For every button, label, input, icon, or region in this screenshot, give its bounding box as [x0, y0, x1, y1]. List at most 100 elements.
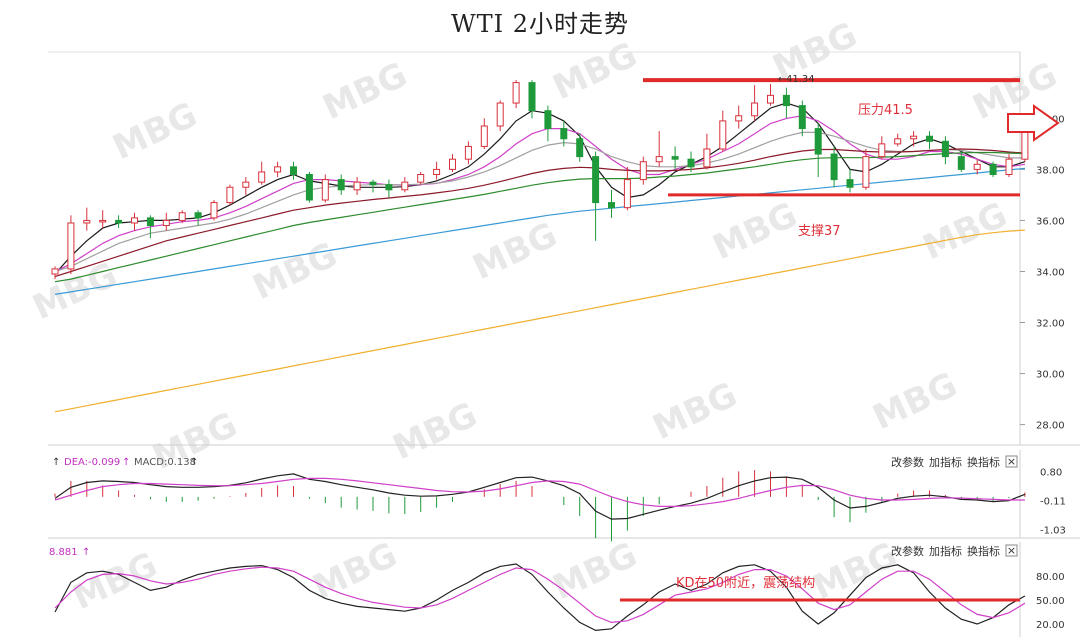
- candle-body: [115, 219, 123, 224]
- candle-body: [798, 105, 806, 130]
- candle-body: [560, 128, 568, 140]
- kd-y-tick-label: 50.00: [1036, 596, 1065, 607]
- kd-close-button[interactable]: [1005, 544, 1018, 557]
- candle-body: [655, 156, 663, 163]
- watermark-text: MBG: [247, 235, 343, 308]
- macd-close-icon: ×: [1007, 455, 1016, 468]
- candle-body: [973, 163, 981, 170]
- candle-body: [385, 184, 393, 191]
- candle-body: [1021, 130, 1029, 160]
- candle-body: [464, 145, 472, 160]
- candle-body: [401, 181, 409, 191]
- watermark-text: MBG: [317, 55, 413, 128]
- candle-body: [719, 120, 727, 150]
- main-y-tick-label: 30.00: [1036, 370, 1065, 381]
- candle-body: [576, 138, 584, 158]
- right-arrow-icon: [1007, 104, 1060, 142]
- candle-body: [639, 161, 647, 181]
- candle-body: [926, 135, 933, 142]
- candle-body: [131, 217, 138, 224]
- kd-add-indicator-button[interactable]: 加指标: [929, 544, 962, 558]
- candle-body: [305, 173, 313, 201]
- kd-value-label: 8.881: [49, 547, 78, 558]
- candle-body: [433, 168, 441, 175]
- dea-arrow-icon: ↑: [52, 457, 60, 468]
- chart-title: WTI 2小时走势: [450, 10, 630, 38]
- candle-body: [226, 186, 234, 204]
- macd-dif-line: [54, 473, 1026, 520]
- watermark-text: MBG: [807, 535, 903, 608]
- kd-chart: 80.00 50.00 20.00: [54, 563, 1065, 632]
- macd-add-indicator-button[interactable]: 加指标: [929, 455, 962, 469]
- main-y-tick-label: 32.00: [1036, 319, 1065, 330]
- main-y-tick-label: 36.00: [1036, 216, 1065, 227]
- candle-body: [83, 219, 91, 224]
- macd-swap-indicator-button[interactable]: 换指标: [967, 455, 1000, 469]
- watermark-text: MBG: [547, 35, 643, 108]
- kd-y-tick-label: 80.00: [1036, 572, 1065, 583]
- candle-body: [480, 125, 488, 147]
- candle-body: [512, 82, 520, 104]
- macd-dea-line: [54, 477, 1025, 507]
- candle-body: [878, 143, 886, 158]
- watermark-text: MBG: [867, 365, 963, 438]
- high-price-label: 41.34: [786, 74, 815, 85]
- candle-body: [751, 102, 759, 117]
- candle-body: [337, 179, 345, 191]
- watermark-text: MBG: [547, 535, 643, 608]
- macd-chart: 0.80 -0.11 -1.03: [54, 467, 1066, 542]
- support-label: 支撑37: [798, 224, 841, 239]
- candle-body: [989, 163, 997, 175]
- kd-swap-indicator-button[interactable]: 换指标: [967, 544, 1000, 558]
- macd-arrow-icon: ↑: [122, 457, 130, 468]
- candle-body: [957, 156, 965, 170]
- macd-close-button[interactable]: [1005, 455, 1018, 468]
- kd-close-icon: ×: [1007, 544, 1016, 557]
- watermark-text: MBG: [707, 195, 803, 268]
- candle-body: [894, 138, 902, 145]
- candle-body: [862, 156, 870, 188]
- resistance-label: 压力41.5: [858, 103, 913, 118]
- candle-body: [321, 179, 329, 201]
- candle-body: [274, 166, 282, 173]
- candle-body: [194, 212, 202, 219]
- macd-modify-params-button[interactable]: 改参数: [891, 455, 924, 469]
- candle-body: [592, 156, 600, 204]
- candle-body: [417, 173, 425, 183]
- kd-y-tick-label: 20.00: [1036, 620, 1065, 631]
- candle-body: [687, 158, 695, 168]
- candle-body: [99, 219, 107, 223]
- candle-body: [178, 212, 186, 221]
- candle-body: [608, 202, 615, 209]
- candle-body: [814, 128, 822, 155]
- candle-body: [369, 181, 377, 186]
- high-price-arrow: ←: [778, 74, 786, 85]
- candle-body: [830, 153, 838, 181]
- macd-end-arrow-icon: ↑: [190, 457, 198, 468]
- macd-y-tick-label: 0.80: [1040, 467, 1062, 478]
- moving-average-line: [54, 131, 1025, 273]
- candle-body: [290, 166, 297, 175]
- candle-body: [449, 158, 456, 170]
- macd-label: MACD:0.138: [134, 457, 196, 468]
- candle-body: [51, 268, 59, 275]
- main-y-tick-label: 34.00: [1036, 267, 1065, 278]
- candle-body: [544, 110, 552, 130]
- candlesticks: [51, 80, 1029, 280]
- watermark-text: MBG: [107, 95, 203, 168]
- candle-body: [910, 135, 918, 140]
- candle-body: [146, 217, 154, 227]
- dea-label: DEA:-0.099: [64, 457, 120, 468]
- kd-modify-params-button[interactable]: 改参数: [891, 544, 924, 558]
- main-y-tick-label: 28.00: [1036, 421, 1065, 432]
- moving-average-line: [54, 229, 1025, 413]
- main-y-tick-label: 38.00: [1036, 165, 1065, 176]
- candle-body: [528, 82, 536, 112]
- watermark-text: MBG: [647, 375, 743, 448]
- candle-body: [67, 222, 75, 270]
- candle-body: [162, 219, 170, 227]
- macd-y-tick-label: -1.03: [1040, 526, 1066, 537]
- candle-body: [782, 94, 790, 107]
